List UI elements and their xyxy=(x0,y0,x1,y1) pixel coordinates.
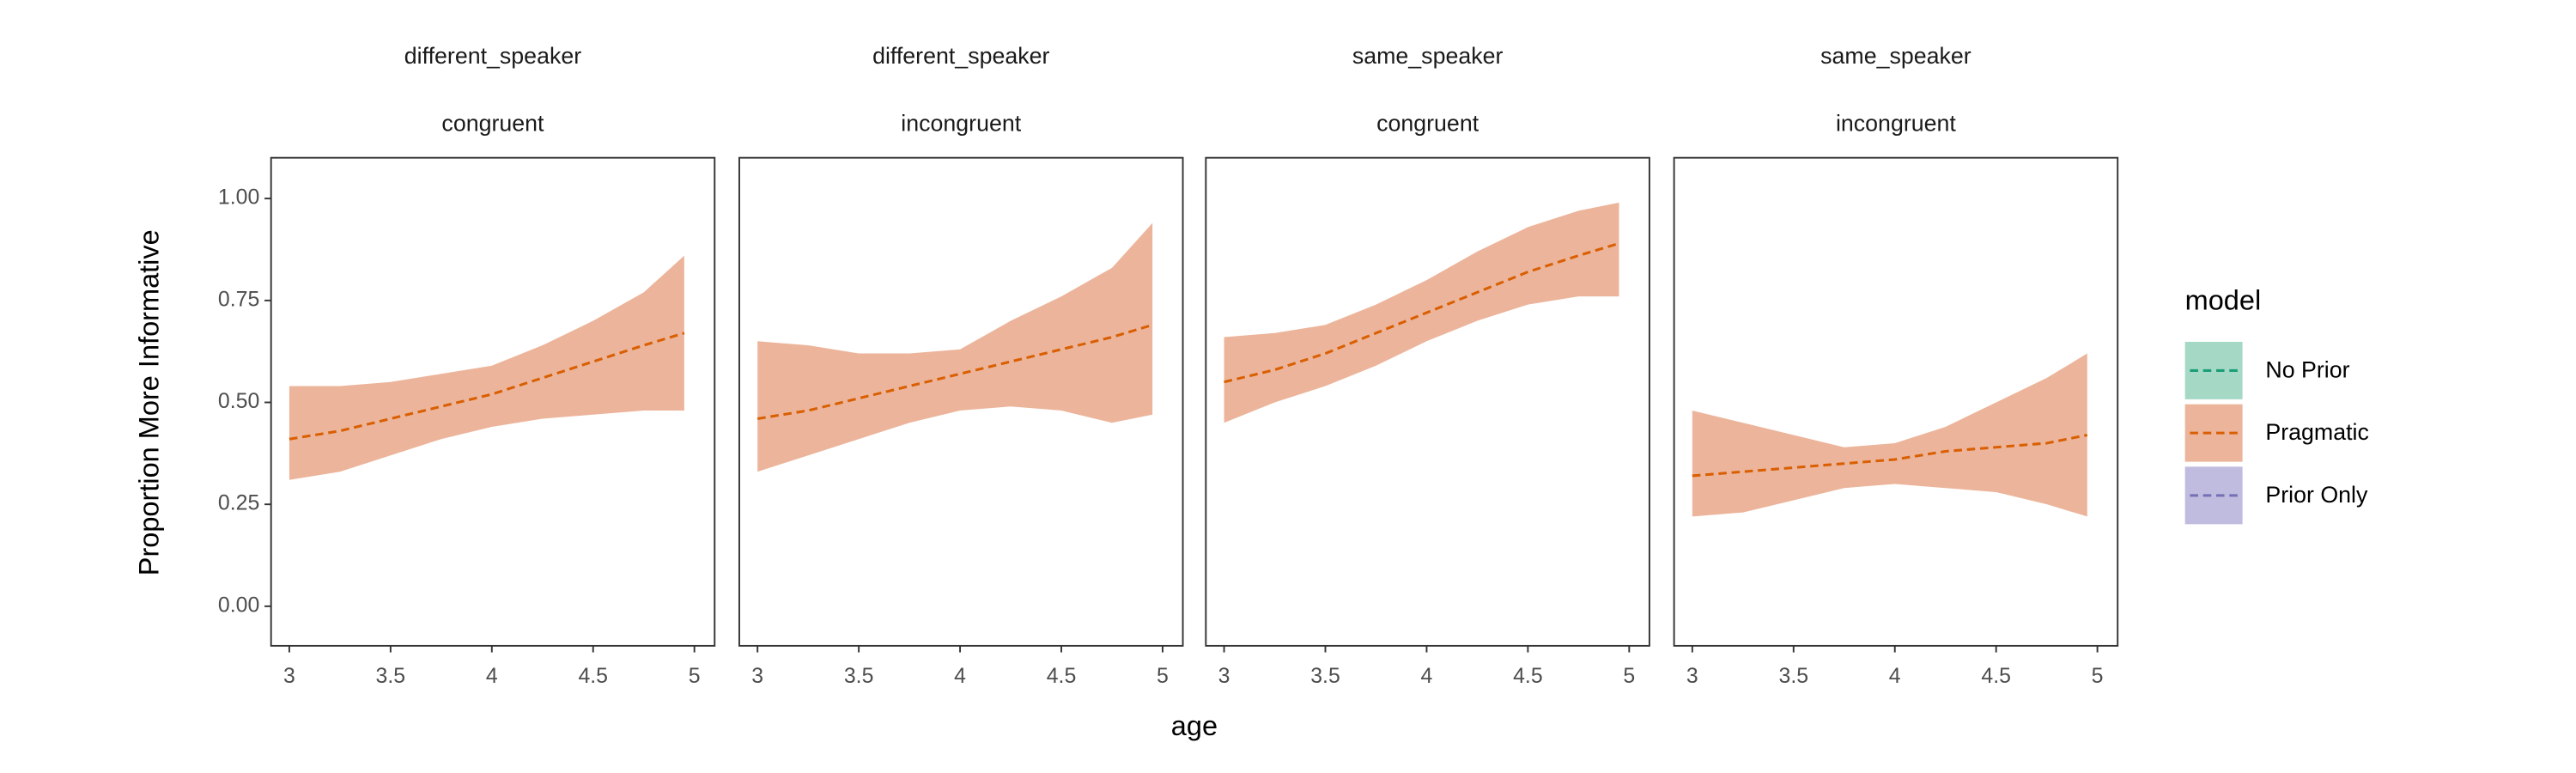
x-tick-label: 4.5 xyxy=(1047,664,1077,688)
x-tick-label: 3 xyxy=(1686,664,1698,688)
x-axis-title: age xyxy=(1171,710,1218,741)
panel-border xyxy=(1205,156,1650,647)
mean-line xyxy=(1692,433,2088,478)
x-tick-label: 4 xyxy=(1421,664,1433,688)
confidence-ribbon xyxy=(1692,353,2087,517)
legend-label: Prior Only xyxy=(2265,482,2368,508)
x-tick-label: 4.5 xyxy=(578,664,608,688)
x-tick-label: 4.5 xyxy=(1981,664,2011,688)
strip-label: incongruent xyxy=(1836,110,1956,136)
mean-line xyxy=(1224,241,1619,384)
confidence-ribbon xyxy=(757,222,1153,472)
x-tick-label: 5 xyxy=(2092,664,2104,688)
x-tick-label: 3 xyxy=(751,664,763,688)
x-tick-label: 5 xyxy=(1623,664,1635,688)
x-tick-label: 3.5 xyxy=(1779,664,1809,688)
confidence-ribbon xyxy=(289,255,684,480)
x-tick-label: 4 xyxy=(486,664,498,688)
confidence-ribbon xyxy=(1224,202,1619,423)
y-tick-label: 0.00 xyxy=(218,593,259,617)
y-tick-label: 0.75 xyxy=(218,287,259,311)
x-tick-label: 5 xyxy=(689,664,701,688)
x-tick-label: 4.5 xyxy=(1513,664,1543,688)
strip-label: congruent xyxy=(1376,110,1479,136)
x-tick-label: 3.5 xyxy=(844,664,874,688)
y-tick-label: 0.25 xyxy=(218,491,259,515)
legend-title: model xyxy=(2185,285,2262,316)
y-axis-title: Proportion More Informative xyxy=(134,229,165,575)
x-tick-label: 3.5 xyxy=(1310,664,1340,688)
strip-label: congruent xyxy=(441,110,544,136)
strip-label: different_speaker xyxy=(872,43,1049,69)
strip-label: different_speaker xyxy=(404,43,581,69)
mean-line xyxy=(289,332,685,441)
panel-border xyxy=(1673,156,2119,647)
x-tick-label: 4 xyxy=(954,664,966,688)
x-tick-label: 5 xyxy=(1157,664,1169,688)
y-tick-label: 0.50 xyxy=(218,389,259,413)
x-tick-label: 4 xyxy=(1889,664,1901,688)
x-tick-label: 3 xyxy=(283,664,295,688)
x-tick-label: 3 xyxy=(1218,664,1230,688)
x-tick-label: 3.5 xyxy=(376,664,406,688)
strip-label: same_speaker xyxy=(1352,43,1504,69)
legend-label: Pragmatic xyxy=(2265,419,2369,445)
panel-border xyxy=(738,156,1184,647)
strip-label: incongruent xyxy=(901,110,1021,136)
mean-line xyxy=(756,323,1153,421)
strip-label: same_speaker xyxy=(1820,43,1971,69)
y-tick-label: 1.00 xyxy=(218,186,259,210)
legend-label: No Prior xyxy=(2265,356,2349,382)
